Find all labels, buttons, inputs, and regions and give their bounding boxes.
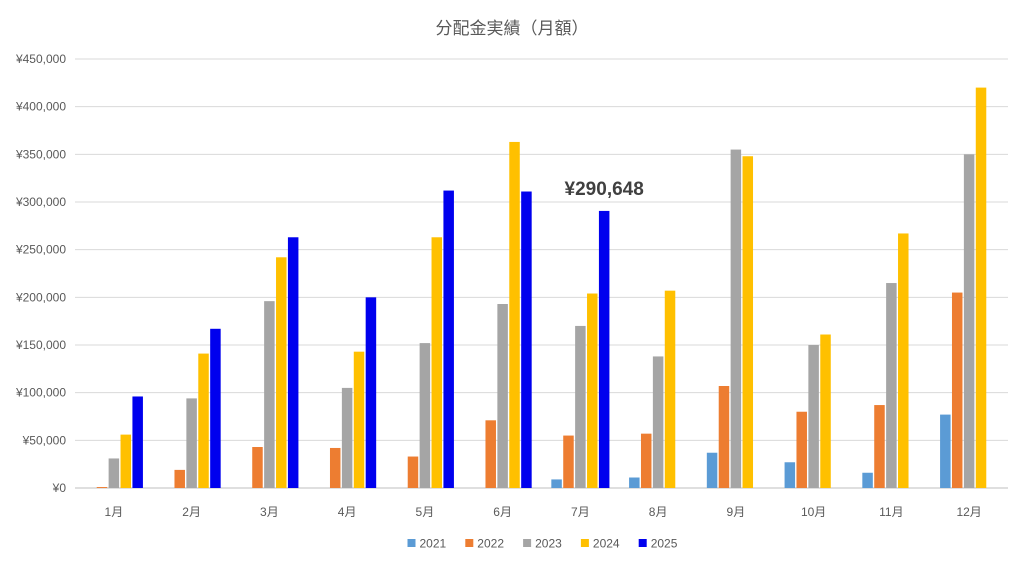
- legend-swatch-2024: [580, 539, 589, 547]
- bar-2025-3月: [287, 237, 299, 488]
- bar-2022-2月: [174, 469, 185, 488]
- bar-2022-10月: [796, 411, 807, 488]
- bar-2024-3月: [276, 257, 287, 488]
- x-tick-label: 4月: [338, 505, 357, 519]
- bar-2025-7月: [598, 210, 610, 488]
- bar-2021-11月: [862, 472, 873, 488]
- bar-2024-11月: [898, 233, 909, 488]
- legend-label-2024: 2024: [593, 537, 620, 551]
- bar-2025-6月: [521, 191, 532, 488]
- bar-2024-1月: [120, 434, 132, 488]
- x-tick-label: 9月: [727, 505, 746, 519]
- bar-2023-2月: [186, 398, 197, 488]
- bar-2024-12月: [975, 87, 987, 488]
- legend-label-2023: 2023: [535, 537, 562, 551]
- bar-2023-3月: [264, 301, 275, 488]
- bar-2023-10月: [808, 345, 819, 488]
- bar-2023-6月: [497, 304, 508, 488]
- bar-2024-4月: [353, 351, 365, 488]
- y-tick-label: ¥300,000: [15, 195, 66, 209]
- x-tick-label: 5月: [416, 505, 435, 519]
- bar-2023-1月: [108, 458, 120, 488]
- x-tick-label: 12月: [956, 505, 981, 519]
- y-tick-label: ¥0: [52, 481, 67, 495]
- bar-2021-7月: [551, 479, 562, 488]
- bar-2022-8月: [640, 433, 652, 488]
- bar-2025-2月: [210, 328, 221, 488]
- x-tick-label: 8月: [649, 505, 668, 519]
- bar-2022-4月: [329, 447, 341, 488]
- legend-label-2021: 2021: [420, 537, 447, 551]
- y-tick-label: ¥400,000: [15, 100, 66, 114]
- bar-2025-4月: [365, 297, 377, 488]
- legend-swatch-2025: [638, 539, 647, 547]
- data-label-annotation: ¥290,648: [565, 179, 644, 200]
- legend-swatch-2022: [465, 539, 474, 547]
- x-tick-label: 3月: [260, 505, 279, 519]
- bar-2022-6月: [485, 420, 496, 488]
- y-tick-label: ¥350,000: [15, 147, 66, 161]
- bar-2021-12月: [940, 414, 951, 488]
- bar-2025-5月: [443, 190, 454, 488]
- bar-2021-10月: [784, 462, 796, 488]
- x-tick-label: 11月: [879, 505, 903, 519]
- bar-2022-1月: [96, 487, 108, 488]
- bar-2021-8月: [629, 477, 640, 488]
- legend-label-2022: 2022: [477, 537, 504, 551]
- y-tick-label: ¥150,000: [15, 338, 66, 352]
- bar-2023-9月: [730, 149, 742, 489]
- bar-2024-2月: [198, 353, 209, 488]
- bar-2022-7月: [563, 435, 574, 488]
- bar-2024-7月: [587, 293, 598, 488]
- bar-2024-5月: [431, 237, 443, 488]
- y-tick-label: ¥450,000: [15, 52, 66, 66]
- x-tick-label: 10月: [801, 505, 826, 519]
- bar-2024-8月: [664, 290, 676, 488]
- bar-2021-9月: [706, 452, 718, 488]
- legend-swatch-2021: [407, 539, 416, 547]
- bar-2024-6月: [509, 141, 520, 488]
- bar-2022-5月: [407, 456, 419, 488]
- bar-2022-11月: [874, 405, 885, 488]
- bar-2024-10月: [820, 334, 831, 488]
- bar-2023-8月: [652, 356, 664, 488]
- y-tick-label: ¥250,000: [15, 243, 66, 257]
- x-tick-label: 6月: [493, 505, 512, 519]
- bar-2022-3月: [252, 447, 263, 488]
- bar-2023-5月: [419, 343, 431, 488]
- chart-title: 分配金実績（月額）: [435, 19, 589, 38]
- bar-2025-1月: [132, 396, 143, 488]
- bar-2023-12月: [963, 154, 975, 489]
- y-tick-label: ¥50,000: [22, 433, 67, 447]
- x-tick-label: 2月: [182, 505, 201, 519]
- bar-2023-7月: [575, 325, 586, 488]
- bar-2024-9月: [742, 156, 754, 489]
- bar-2022-9月: [718, 385, 730, 488]
- legend-swatch-2023: [523, 539, 532, 547]
- y-tick-label: ¥200,000: [15, 290, 66, 304]
- x-tick-label: 1月: [105, 505, 124, 519]
- y-tick-label: ¥100,000: [15, 386, 66, 400]
- bar-2022-12月: [951, 292, 963, 488]
- bar-2023-4月: [341, 387, 353, 488]
- legend-label-2025: 2025: [651, 537, 678, 551]
- x-tick-label: 7月: [571, 505, 590, 519]
- bar-2023-11月: [886, 283, 897, 488]
